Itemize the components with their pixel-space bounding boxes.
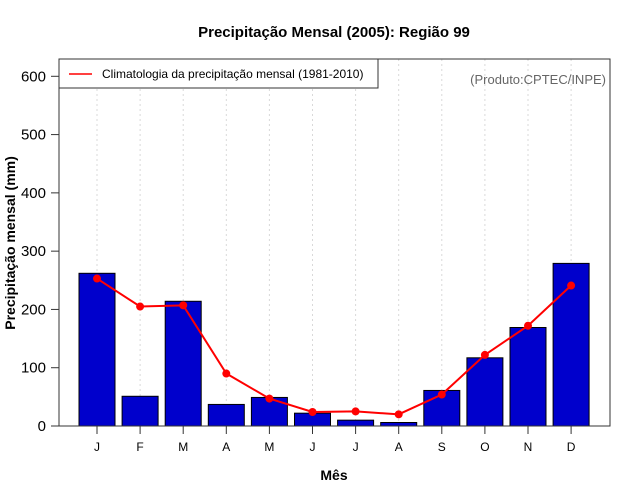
legend-box bbox=[58, 58, 379, 89]
climatology-point bbox=[265, 394, 274, 403]
x-tick-label: M bbox=[264, 440, 274, 454]
climatology-point bbox=[308, 408, 317, 417]
y-tick-label: 200 bbox=[21, 301, 46, 318]
climatology-point bbox=[567, 281, 576, 290]
y-tick-label: 0 bbox=[38, 418, 46, 435]
y-tick-label: 600 bbox=[21, 68, 46, 85]
climatology-point bbox=[524, 321, 532, 330]
bar bbox=[466, 357, 504, 427]
climatology-point bbox=[179, 301, 188, 310]
climatology-point bbox=[351, 407, 360, 416]
x-tick-label: S bbox=[438, 440, 446, 454]
x-tick-label: M bbox=[178, 440, 188, 454]
climatology-line-path bbox=[96, 277, 572, 416]
y-tick-label: 100 bbox=[21, 360, 46, 377]
x-tick-label: O bbox=[480, 440, 489, 454]
y-axis-label: Precipitação mensal (mm) bbox=[2, 156, 18, 330]
bar bbox=[337, 419, 375, 427]
x-tick-label: A bbox=[222, 440, 230, 454]
legend: Climatologia da precipitação mensal (198… bbox=[58, 58, 379, 89]
y-axis: 0 100 200 300 400 500 600 bbox=[21, 68, 59, 435]
x-tick-label: A bbox=[395, 440, 403, 454]
climatology-point bbox=[480, 350, 489, 359]
bar bbox=[509, 327, 547, 427]
legend-label: Climatologia da precipitação mensal (198… bbox=[102, 67, 363, 81]
x-tick-label: F bbox=[136, 440, 143, 454]
y-tick-label: 500 bbox=[21, 127, 46, 144]
x-tick-label: J bbox=[310, 440, 316, 454]
credit-annotation: (Produto:CPTEC/INPE) bbox=[470, 72, 606, 87]
chart-title: Precipitação Mensal (2005): Região 99 bbox=[198, 24, 470, 41]
grid-lines bbox=[96, 59, 572, 426]
y-tick-label: 300 bbox=[21, 243, 46, 260]
x-axis-label: Mês bbox=[320, 467, 347, 483]
bar bbox=[207, 403, 245, 427]
x-tick-label: D bbox=[567, 440, 576, 454]
bar bbox=[121, 395, 159, 427]
climatology-point bbox=[136, 302, 145, 311]
climatology-point bbox=[437, 390, 446, 399]
bars bbox=[78, 262, 590, 427]
bar bbox=[164, 300, 202, 427]
climatology-line bbox=[93, 274, 576, 419]
x-tick-label: J bbox=[353, 440, 359, 454]
x-tick-label: N bbox=[524, 440, 533, 454]
climatology-point bbox=[394, 410, 403, 419]
bar bbox=[552, 262, 590, 427]
y-tick-label: 400 bbox=[21, 185, 46, 202]
climatology-point bbox=[222, 369, 231, 378]
bar bbox=[380, 422, 418, 427]
bar bbox=[78, 272, 116, 427]
x-tick-label: J bbox=[94, 440, 100, 454]
climatology-point bbox=[93, 274, 101, 283]
